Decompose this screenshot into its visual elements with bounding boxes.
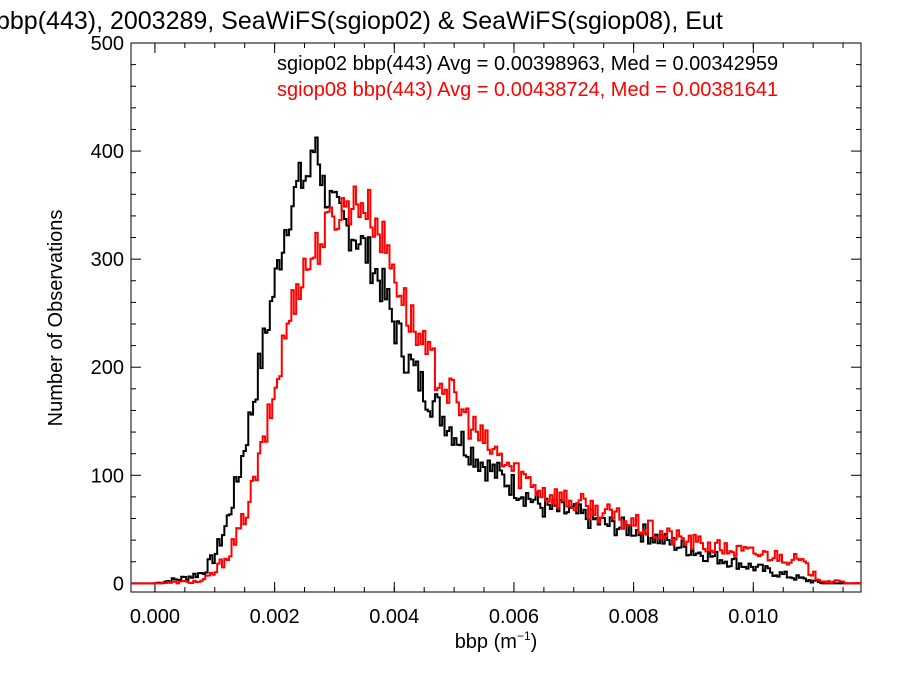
legend-entry-sgiop08: sgiop08 bbp(443) Avg = 0.00438724, Med =… bbox=[277, 79, 778, 101]
y-tick-label: 200 bbox=[91, 357, 124, 379]
y-tick-label: 500 bbox=[91, 33, 124, 55]
x-tick-label: 0.010 bbox=[728, 606, 778, 628]
y-tick-label: 300 bbox=[91, 249, 124, 271]
y-axis-label: Number of Observations bbox=[45, 210, 67, 427]
x-tick-label: 0.004 bbox=[369, 606, 419, 628]
y-tick-label: 100 bbox=[91, 465, 124, 487]
x-axis-label-base: bbp (m bbox=[455, 631, 517, 653]
series-sgiop08-line bbox=[131, 185, 861, 585]
series-sgiop02-line bbox=[131, 136, 861, 585]
x-axis-label: bbp (m−1) bbox=[455, 629, 538, 653]
x-axis-label-superscript: −1 bbox=[517, 629, 531, 643]
x-axis-label-close: ) bbox=[531, 631, 538, 653]
y-tick-label: 400 bbox=[91, 141, 124, 163]
x-tick-label: 0.008 bbox=[609, 606, 659, 628]
x-tick-label: 0.002 bbox=[250, 606, 300, 628]
y-axis: 0 100 200 300 400 500 bbox=[91, 33, 861, 595]
plot-frame bbox=[130, 42, 862, 593]
series-layer bbox=[131, 136, 861, 585]
x-tick-label: 0.000 bbox=[130, 606, 180, 628]
x-tick-label: 0.006 bbox=[489, 606, 539, 628]
x-axis: 0.000 0.002 0.004 0.006 0.008 0.010 bbox=[130, 43, 844, 628]
legend-entry-sgiop02: sgiop02 bbp(443) Avg = 0.00398963, Med =… bbox=[277, 53, 778, 75]
y-tick-label: 0 bbox=[113, 573, 124, 595]
chart-title: bbp(443), 2003289, SeaWiFS(sgiop02) & Se… bbox=[0, 7, 723, 35]
